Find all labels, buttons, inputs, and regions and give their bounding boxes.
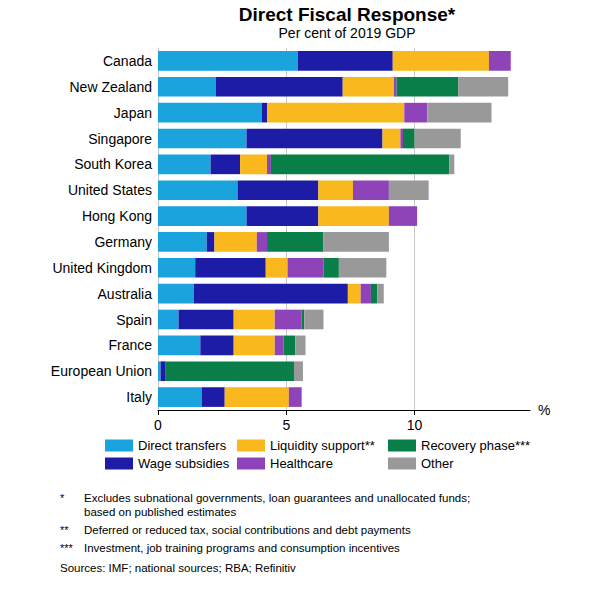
svg-text:United States: United States <box>68 182 152 198</box>
svg-text:United Kingdom: United Kingdom <box>52 260 152 276</box>
svg-text:Wage subsidies: Wage subsidies <box>138 456 230 471</box>
svg-text:Italy: Italy <box>126 389 152 405</box>
svg-text:Sources: IMF; national sources: Sources: IMF; national sources; RBA; Ref… <box>60 562 296 574</box>
svg-text:based on published estimates: based on published estimates <box>84 506 236 518</box>
svg-text:5: 5 <box>282 417 290 433</box>
svg-text:0: 0 <box>154 417 162 433</box>
svg-text:10: 10 <box>407 417 423 433</box>
svg-text:Healthcare: Healthcare <box>270 456 333 471</box>
svg-text:European Union: European Union <box>51 363 152 379</box>
svg-text:Canada: Canada <box>103 53 152 69</box>
svg-text:Australia: Australia <box>98 286 153 302</box>
svg-text:Germany: Germany <box>94 234 152 250</box>
svg-text:Hong Kong: Hong Kong <box>82 208 152 224</box>
svg-text:Japan: Japan <box>114 105 152 121</box>
svg-text:Recovery phase***: Recovery phase*** <box>421 438 530 453</box>
svg-text:Investment, job training progr: Investment, job training programs and co… <box>84 542 400 554</box>
svg-text:South Korea: South Korea <box>74 156 152 172</box>
svg-text:***: *** <box>60 542 74 554</box>
svg-text:Direct Fiscal Response*: Direct Fiscal Response* <box>239 4 456 25</box>
svg-text:*: * <box>60 492 65 504</box>
svg-text:Excludes subnational governmen: Excludes subnational governments, loan g… <box>84 492 470 504</box>
svg-text:Other: Other <box>421 456 454 471</box>
svg-text:France: France <box>108 337 152 353</box>
svg-text:Liquidity support**: Liquidity support** <box>270 438 375 453</box>
svg-text:**: ** <box>60 524 69 536</box>
svg-text:Spain: Spain <box>116 312 152 328</box>
svg-text:Deferred or reduced tax, socia: Deferred or reduced tax, social contribu… <box>84 524 411 536</box>
svg-text:Per cent of 2019 GDP: Per cent of 2019 GDP <box>279 25 416 41</box>
svg-text:%: % <box>538 402 550 418</box>
svg-text:New Zealand: New Zealand <box>70 79 153 95</box>
svg-text:Direct transfers: Direct transfers <box>138 438 227 453</box>
svg-text:Singapore: Singapore <box>88 131 152 147</box>
